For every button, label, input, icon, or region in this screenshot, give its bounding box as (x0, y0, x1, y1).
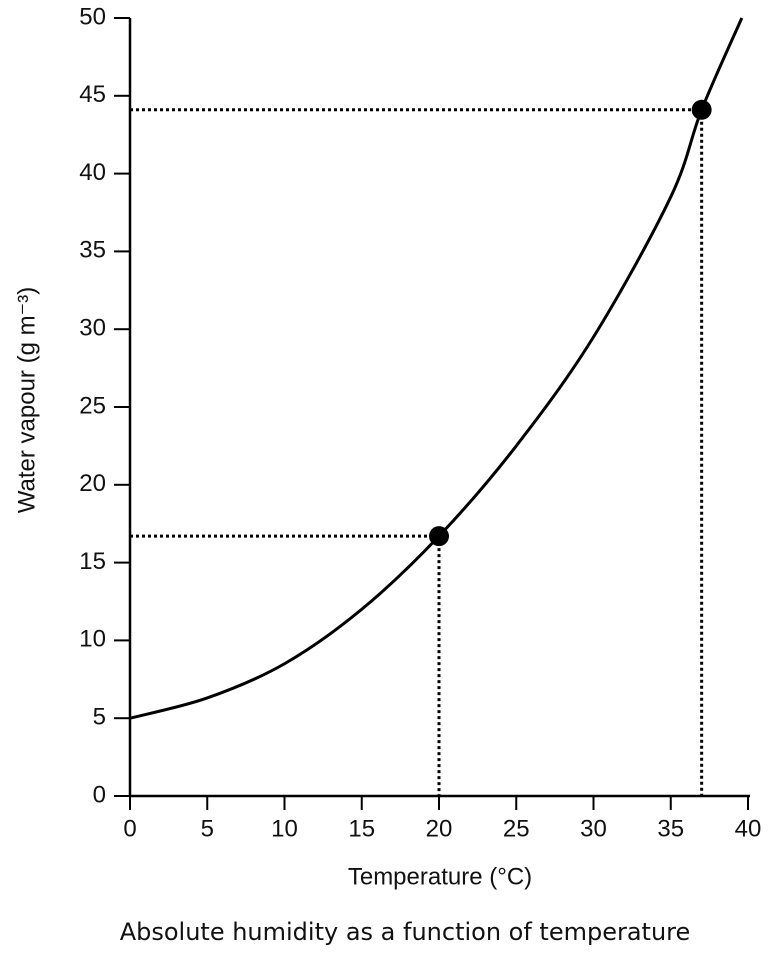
x-tick-label: 20 (426, 815, 453, 842)
highlight-point (691, 99, 712, 120)
x-tick-label: 10 (271, 815, 298, 842)
x-axis-label: Temperature (°C) (348, 863, 532, 890)
y-tick-label: 25 (79, 392, 106, 419)
y-tick-label: 45 (79, 81, 106, 108)
x-tick-label: 5 (201, 815, 214, 842)
y-tick-label: 40 (79, 159, 106, 186)
x-tick-label: 25 (503, 815, 530, 842)
caption: Absolute humidity as a function of tempe… (120, 918, 691, 946)
highlight-point (429, 526, 449, 547)
y-tick-label: 0 (93, 781, 106, 808)
x-tick-label: 40 (735, 815, 762, 842)
y-tick-label: 50 (79, 3, 106, 30)
y-axis-label: Water vapour (g m⁻³) (13, 287, 40, 514)
x-tick-label: 15 (348, 815, 375, 842)
y-tick-label: 15 (79, 548, 106, 575)
y-tick-label: 20 (79, 470, 106, 497)
curve (129, 17, 744, 720)
x-tick-label: 35 (657, 815, 684, 842)
y-tick-label: 10 (79, 626, 106, 653)
x-tick-label: 30 (580, 815, 607, 842)
x-tick-label: 0 (123, 815, 136, 842)
y-tick-label: 30 (79, 315, 106, 342)
y-tick-label: 35 (79, 237, 106, 264)
y-tick-label: 5 (93, 704, 106, 731)
